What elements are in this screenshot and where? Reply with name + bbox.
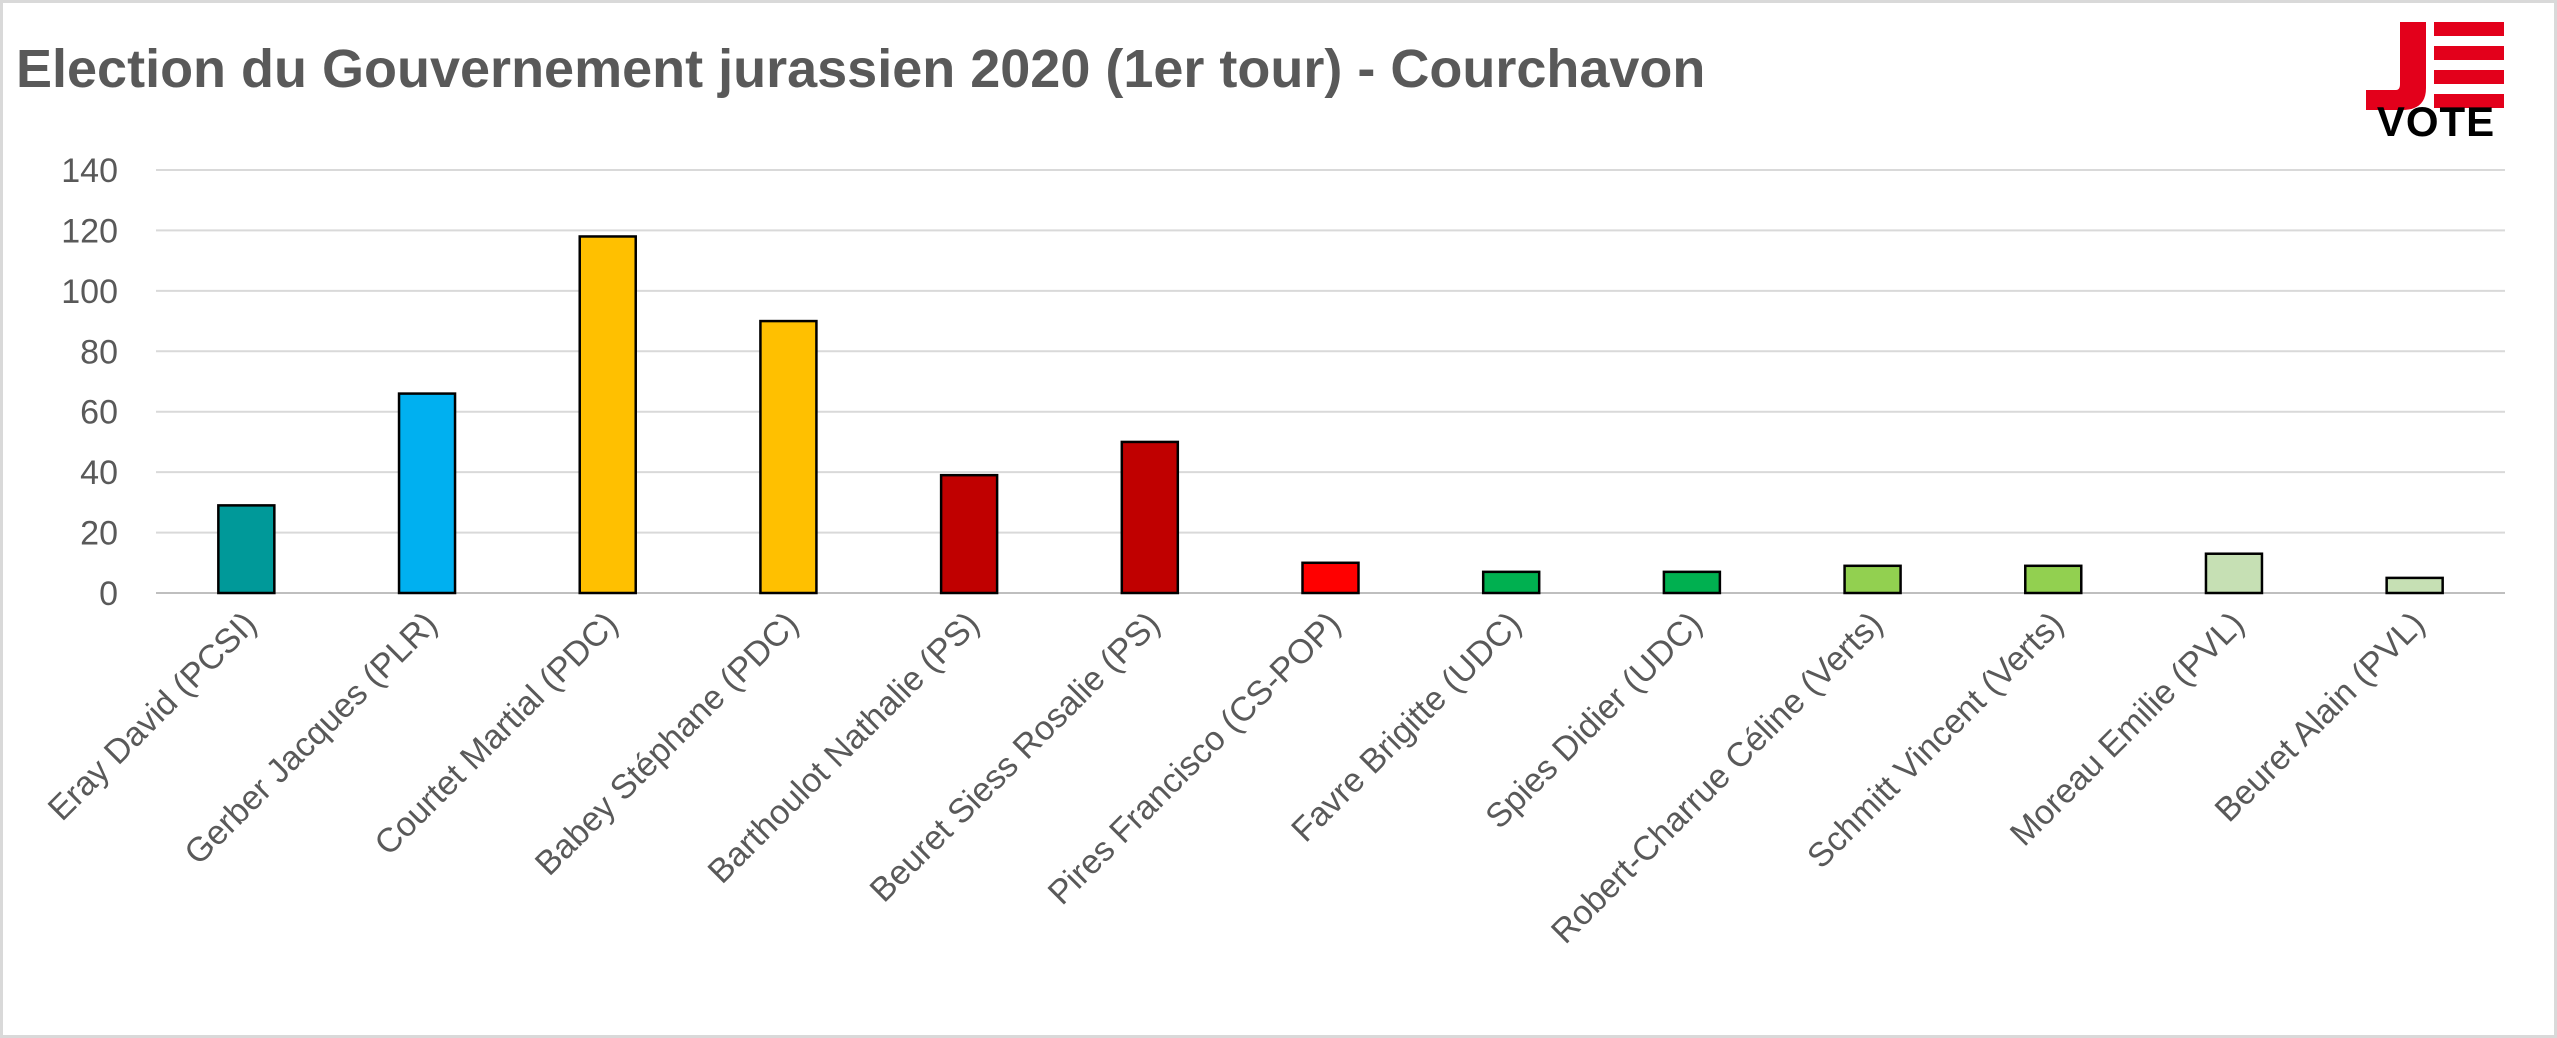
x-category-label: Beuret Siess Rosalie (PS): [863, 605, 1168, 910]
je-vote-logo-icon: [2366, 22, 2504, 110]
chart-title: Election du Gouvernement jurassien 2020 …: [16, 39, 1706, 99]
bar: [1120, 440, 1180, 595]
y-tick-label: 100: [61, 273, 118, 311]
bar: [939, 473, 999, 595]
bar: [1481, 570, 1541, 595]
y-tick-label: 120: [61, 212, 118, 250]
y-tick-label: 80: [80, 333, 118, 371]
y-tick-label: 140: [61, 152, 118, 190]
bar: [578, 235, 637, 595]
bar: [2024, 564, 2083, 595]
y-tick-label: 20: [80, 515, 118, 553]
y-tick-label: 40: [80, 454, 118, 492]
bar: [759, 319, 818, 595]
bar: [1662, 570, 1722, 595]
y-tick-label: 0: [99, 575, 118, 613]
bar: [2204, 552, 2264, 595]
bar: [217, 504, 276, 595]
y-tick-label: 60: [80, 394, 118, 432]
x-category-label: Robert-Charrue Céline (Verts): [1544, 605, 1890, 951]
bar: [397, 392, 457, 595]
logo-text: VOTE: [2376, 98, 2496, 145]
x-category-label: Pires Francisco (CS-POP): [1041, 605, 1348, 912]
bar: [1843, 564, 1902, 595]
bar: [1301, 561, 1360, 595]
bar: [2385, 576, 2444, 595]
